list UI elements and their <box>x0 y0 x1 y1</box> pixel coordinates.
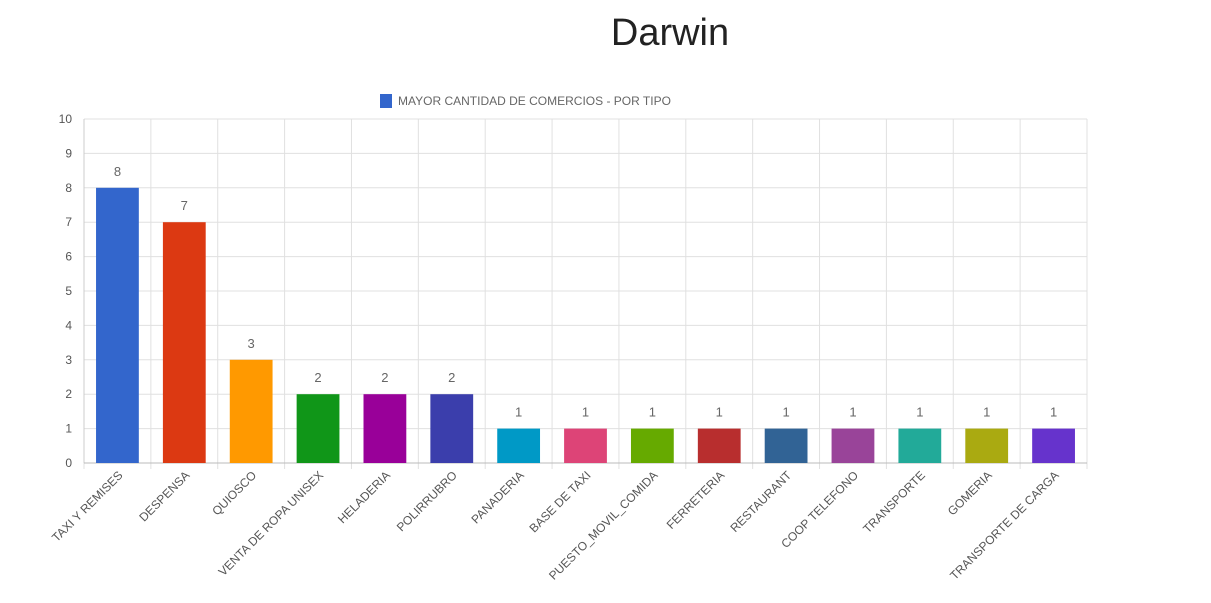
bar[interactable] <box>229 359 273 463</box>
y-tick-label: 6 <box>65 250 72 264</box>
x-tick-label: FERRETERIA <box>664 468 728 532</box>
y-tick-label: 10 <box>59 112 73 126</box>
y-tick-label: 0 <box>65 456 72 470</box>
bar[interactable] <box>430 394 474 463</box>
data-label: 1 <box>716 405 723 420</box>
x-tick-label: TRANSPORTE <box>860 468 928 536</box>
x-tick-label: QUIOSCO <box>209 468 259 518</box>
bar[interactable] <box>96 187 139 464</box>
x-tick-label: POLIRRUBRO <box>394 468 460 534</box>
bar[interactable] <box>697 428 741 463</box>
x-tick-label: TAXI Y REMISES <box>49 468 125 544</box>
data-label: 8 <box>114 164 121 179</box>
bar[interactable] <box>630 428 674 463</box>
bar[interactable] <box>162 222 206 463</box>
y-tick-label: 2 <box>65 387 72 401</box>
y-tick-label: 3 <box>65 353 72 367</box>
x-tick-label: RESTAURANT <box>727 468 794 535</box>
data-label: 7 <box>181 198 188 213</box>
data-label: 2 <box>314 370 321 385</box>
data-label: 1 <box>515 405 522 420</box>
data-label: 2 <box>448 370 455 385</box>
data-label: 1 <box>1050 405 1057 420</box>
x-tick-label: HELADERIA <box>335 468 393 526</box>
data-label: 1 <box>782 405 789 420</box>
x-tick-label: BASE DE TAXI <box>527 468 594 535</box>
data-label: 1 <box>649 405 656 420</box>
bar[interactable] <box>831 428 875 463</box>
bar[interactable] <box>764 428 808 463</box>
legend-label: MAYOR CANTIDAD DE COMERCIOS - POR TIPO <box>398 94 671 108</box>
bar[interactable] <box>898 428 942 463</box>
x-tick-label: PANADERIA <box>468 468 526 526</box>
bar[interactable] <box>965 428 1009 463</box>
data-label: 1 <box>849 405 856 420</box>
x-tick-label: GOMERIA <box>945 468 995 518</box>
x-tick-label: PUESTO_MOVIL_COMIDA <box>546 468 660 582</box>
data-label: 1 <box>983 405 990 420</box>
data-label: 1 <box>916 405 923 420</box>
x-tick-label: TRANSPORTE DE CARGA <box>947 468 1061 582</box>
data-label: 1 <box>582 405 589 420</box>
y-tick-label: 8 <box>65 181 72 195</box>
bar[interactable] <box>497 428 541 463</box>
bar[interactable] <box>296 394 340 463</box>
y-tick-label: 7 <box>65 215 72 229</box>
y-tick-label: 1 <box>65 422 72 436</box>
bar[interactable] <box>1032 428 1075 463</box>
y-tick-label: 9 <box>65 146 72 160</box>
data-label: 3 <box>248 336 255 351</box>
y-tick-label: 5 <box>65 284 72 298</box>
bar[interactable] <box>363 394 407 463</box>
page-title: Darwin <box>610 12 730 54</box>
y-tick-label: 4 <box>65 318 72 332</box>
data-label: 2 <box>381 370 388 385</box>
x-tick-label: DESPENSA <box>136 468 192 524</box>
bar[interactable] <box>564 428 607 463</box>
legend-swatch <box>380 94 392 108</box>
